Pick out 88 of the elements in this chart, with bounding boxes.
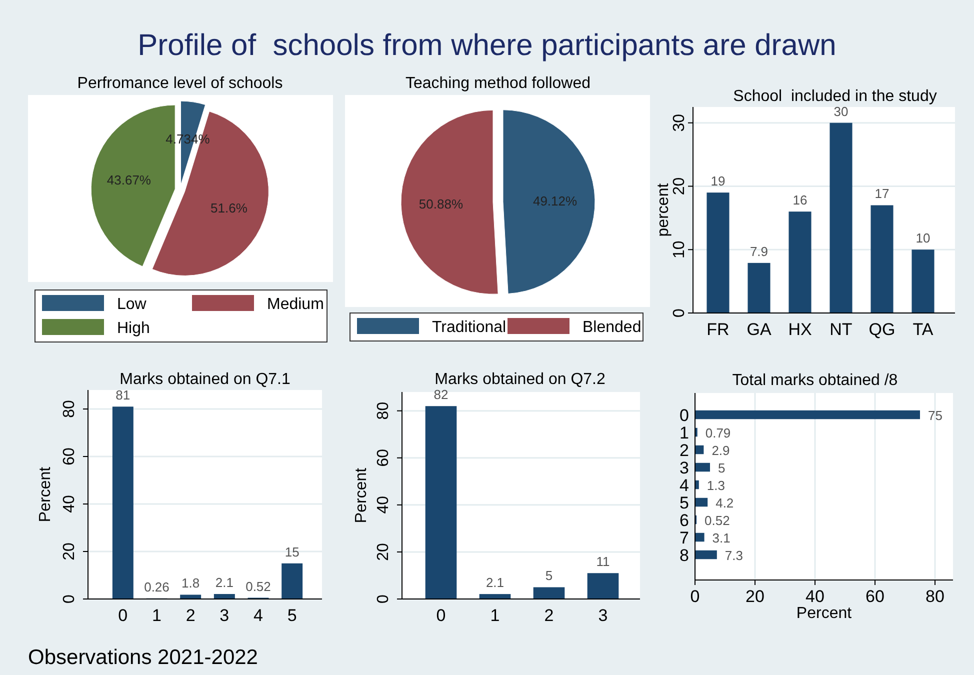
x-tick-label: 0 (118, 606, 128, 625)
x-tick-label: 80 (926, 587, 944, 606)
data-label: 3.1 (712, 530, 730, 546)
data-label: 4.734% (166, 131, 210, 146)
y-tick-label: 20 (671, 177, 688, 196)
y-tick-label: 6 (680, 510, 689, 530)
y-tick-label: 40 (375, 496, 392, 514)
data-label: 2.1 (486, 575, 504, 590)
data-label: 30 (834, 104, 848, 119)
data-label: 0.26 (144, 579, 170, 594)
y-tick-label: 40 (61, 495, 78, 513)
legend-label: Low (117, 296, 147, 313)
data-label: 11 (596, 554, 610, 570)
data-label: 2.1 (215, 575, 234, 590)
legend-label: High (117, 320, 150, 337)
data-label: 5 (718, 460, 726, 476)
chart-title: Marks obtained on Q7.1 (120, 371, 290, 388)
chart-title: Marks obtained on Q7.2 (434, 371, 606, 388)
x-tick-label: 0 (436, 606, 446, 625)
chart-title: School included in the study (733, 88, 937, 105)
data-label: 50.88% (418, 196, 464, 212)
x-tick-label: 3 (220, 606, 230, 625)
x-tick-label: 2 (186, 606, 196, 625)
y-tick-label: 5 (680, 493, 689, 512)
x-tick-label: 60 (866, 587, 884, 606)
x-tick-label: 20 (746, 587, 764, 606)
y-tick-label: 60 (61, 448, 78, 466)
data-label: 17 (874, 186, 890, 202)
data-label: 16 (792, 192, 808, 208)
legend-label: Medium (267, 296, 324, 313)
data-label: 7.9 (750, 244, 768, 259)
data-label: 51.6% (210, 200, 248, 216)
y-tick-label: 3 (680, 458, 689, 478)
data-label: 5 (545, 568, 553, 584)
x-tick-label: HX (788, 320, 812, 339)
data-label: 0.79 (705, 425, 731, 440)
data-label: 7.3 (724, 548, 743, 563)
y-tick-label: 30 (671, 114, 688, 132)
y-tick-label: 20 (61, 542, 78, 560)
x-tick-label: 4 (254, 606, 263, 625)
data-label: 49.12% (532, 193, 578, 208)
chart-title: Perfromance level of schools (77, 75, 283, 92)
chart-title: Teaching method followed (405, 75, 591, 92)
data-label: 75 (928, 408, 942, 423)
text: Observations 2021-2022 (28, 646, 258, 669)
y-axis-title: percent (655, 182, 672, 237)
data-label: 19 (710, 174, 726, 189)
data-label: 0.52 (246, 578, 271, 594)
data-label: 4.2 (716, 495, 734, 510)
chart-title: Total marks obtained /8 (732, 372, 898, 389)
x-axis-title: Percent (796, 605, 852, 622)
data-label: 10 (916, 230, 930, 246)
y-tick-label: 0 (680, 406, 689, 425)
y-tick-label: 80 (61, 400, 78, 418)
y-tick-label: 4 (680, 476, 689, 495)
y-tick-label: 60 (375, 448, 392, 467)
y-tick-label: 10 (671, 240, 688, 259)
x-tick-label: GA (746, 320, 772, 339)
legend-label: Blended (582, 319, 642, 336)
data-label: 82 (434, 387, 448, 402)
x-tick-label: TA (912, 320, 934, 339)
y-tick-label: 80 (375, 402, 392, 420)
text: Profile of schools from where participants are drawn (138, 29, 836, 62)
y-tick-label: 8 (680, 546, 689, 565)
y-tick-label: 0 (671, 308, 688, 318)
x-tick-label: 2 (544, 606, 554, 625)
x-tick-label: NT (830, 320, 852, 339)
x-tick-label: 40 (806, 587, 824, 606)
x-tick-label: 1 (490, 606, 500, 625)
x-tick-label: 1 (152, 606, 162, 625)
x-tick-label: FR (706, 320, 730, 339)
legend-label: Traditional (432, 319, 506, 336)
y-tick-label: 2 (680, 440, 689, 460)
y-axis-title: Percent (353, 467, 370, 524)
data-label: 43.67% (106, 172, 152, 188)
data-label: 2.9 (712, 442, 730, 458)
x-tick-label: QG (868, 320, 896, 339)
x-tick-label: 5 (287, 606, 297, 625)
y-axis-title: Percent (37, 466, 54, 522)
data-label: 1.8 (182, 576, 200, 591)
data-label: 0.52 (704, 512, 730, 528)
x-tick-label: 3 (598, 606, 608, 625)
y-tick-label: 20 (375, 542, 392, 561)
y-tick-label: 7 (680, 528, 689, 548)
y-tick-label: 1 (680, 423, 689, 442)
data-label: 81 (116, 388, 130, 403)
data-label: 1.3 (706, 478, 725, 493)
data-label: 15 (284, 544, 300, 560)
